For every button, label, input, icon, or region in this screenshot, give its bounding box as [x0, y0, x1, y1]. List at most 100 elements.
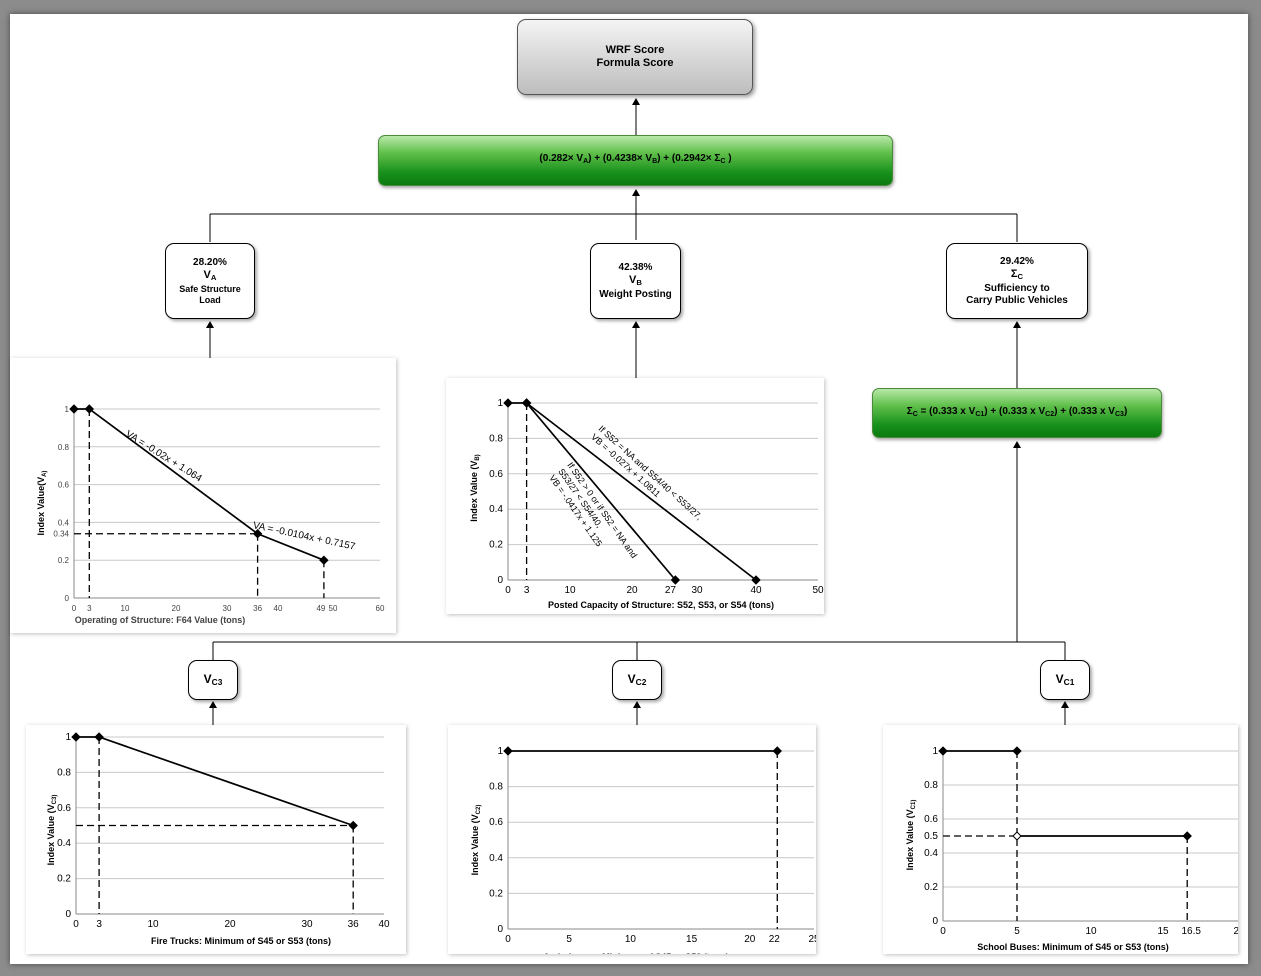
sigma-c-weight-box: 29.42% ΣC Sufficiency to Carry Public Ve… [946, 243, 1088, 319]
x-axis-label: Operating of Structure: F64 Value (tons) [75, 615, 246, 625]
y-tick-label: 0.8 [489, 433, 503, 444]
vb-chart-panel: 0 0.2 0.4 0.6 0.8 1 0 3 10 20 27 30 40 50 Posted Capac… [446, 378, 824, 614]
y-tick-label: 0.5 [924, 831, 938, 842]
vc1-box: VC1 [1040, 660, 1090, 700]
y-tick-label: 0.4 [58, 518, 70, 527]
x-tick-label: 5 [566, 934, 572, 945]
data-point [521, 398, 532, 408]
x-tick-label: 15 [1157, 926, 1169, 937]
y-tick-label: 0.8 [489, 782, 503, 793]
y-tick-label: 0 [65, 594, 70, 603]
y-tick-label: 0.4 [924, 848, 938, 859]
x-tick-label: 20 [626, 585, 638, 596]
x-tick-label: 49 [316, 604, 325, 613]
va-equation-1: VA = -0.02x + 1.064 [123, 429, 204, 485]
va-chart-panel: 0 0.2 0.34 0.4 0.6 0.8 1 0 3 10 20 30 36 40 49 50 60 Oper… [10, 358, 396, 633]
x-axis-label: School Buses: Minimum of S45 or S53 (ton… [977, 942, 1169, 952]
x-tick-label: 3 [87, 604, 92, 613]
x-tick-label: 3 [524, 585, 530, 596]
sigma-formula-text: ΣC = (0.333 x VC1) + (0.333 x VC2) + (0.… [906, 405, 1128, 418]
data-point [503, 398, 513, 408]
x-tick-label: 0 [940, 926, 946, 937]
y-tick-label: 1 [497, 746, 503, 757]
y-tick-label: 1 [932, 746, 938, 757]
vb-weight-box: 42.38% VB Weight Posting [590, 243, 681, 319]
x-tick-label: 30 [223, 604, 232, 613]
y-tick-label: 0 [497, 924, 503, 935]
x-tick-label: 27 [665, 585, 677, 596]
vc3-chart-panel: 0 0.2 0.4 0.6 0.8 1 0 3 10 20 30 36 40 Fire Trucks: M… [26, 725, 406, 954]
data-point [938, 746, 948, 756]
vb-symbol: VB [629, 273, 642, 287]
y-axis-label: Index Value(VA) [36, 471, 48, 536]
x-tick-label: 5 [1014, 926, 1020, 937]
va-percent: 28.20% [193, 256, 227, 268]
y-tick-label: 0.2 [489, 540, 503, 551]
main-formula-box: (0.282× VA) + (0.4238× VB) + (0.2942× ΣC… [378, 135, 893, 186]
y-tick-label: 0.4 [489, 504, 503, 515]
x-tick-label: 50 [329, 604, 338, 613]
va-weight-box: 28.20% VA Safe Structure Load [165, 243, 255, 319]
data-point [670, 575, 681, 585]
sigma-c-label-2: Carry Public Vehicles [966, 294, 1068, 306]
data-point [319, 555, 329, 565]
x-tick-label: 20 [744, 934, 756, 945]
data-point [69, 404, 79, 414]
va-label-1: Safe Structure [179, 283, 241, 294]
series-line [74, 408, 325, 561]
va-equation-2: VA = -0.0104x + 0.7157 [252, 520, 357, 553]
x-tick-label: 50 [812, 585, 824, 596]
va-label-2: Load [199, 294, 221, 305]
y-tick-label: 0.6 [489, 817, 503, 828]
y-axis-label: Index Value (VB) [469, 454, 481, 521]
vc1-symbol: VC1 [1055, 671, 1075, 687]
vc3-box: VC3 [188, 660, 238, 700]
main-formula-text: (0.282× VA) + (0.4238× VB) + (0.2942× ΣC… [539, 153, 732, 165]
x-tick-label: 10 [147, 919, 159, 930]
vc3-symbol: VC3 [203, 671, 223, 687]
x-tick-label: 3 [96, 919, 102, 930]
sigma-c-symbol: ΣC [1010, 267, 1024, 281]
x-tick-label: 25 [808, 934, 816, 945]
vb-equation-1-line-2: VB = -0.027x + 1.0811 [589, 432, 662, 499]
x-tick-label: 60 [376, 604, 385, 613]
x-tick-label: 30 [691, 585, 703, 596]
y-tick-label: 0.6 [924, 814, 938, 825]
data-point [1012, 746, 1022, 756]
vc2-chart-panel: 00.20.40.60.81051015202225Ambulances: Mi… [448, 725, 816, 954]
y-tick-label: 1 [65, 732, 71, 743]
series-line [76, 736, 354, 827]
x-tick-label: 20 [172, 604, 181, 613]
wrf-score-title: WRF Score [605, 44, 665, 56]
va-chart: 00.20.340.40.60.810 3 10 20 30 36 40 49 50 60Oper… [36, 404, 385, 625]
x-tick-label: 0 [505, 934, 511, 945]
data-point [348, 820, 358, 831]
y-tick-label: 0.8 [58, 443, 70, 452]
data-point [751, 575, 761, 585]
sigma-c-percent: 29.42% [1000, 255, 1034, 267]
x-tick-label: 22 [769, 934, 781, 945]
data-point [71, 732, 81, 742]
y-tick-label: 0.4 [489, 853, 503, 864]
sigma-c-label-1: Sufficiency to [984, 282, 1050, 294]
y-tick-label: 0.2 [489, 888, 503, 899]
y-tick-label: 0.2 [58, 556, 70, 565]
x-tick-label: 16.5 [1181, 926, 1201, 937]
data-point [772, 746, 782, 756]
x-tick-label: 0 [73, 919, 79, 930]
connector-lines [206, 98, 1069, 725]
y-tick-label: 1 [497, 398, 503, 409]
x-tick-label: 30 [301, 919, 313, 930]
y-tick-label: 0 [65, 909, 71, 920]
y-tick-label: 0.6 [58, 481, 70, 490]
x-tick-label: 15 [686, 934, 698, 945]
y-tick-label: 0.6 [489, 469, 503, 480]
sigma-formula-box: ΣC = (0.333 x VC1) + (0.333 x VC2) + (0.… [872, 388, 1162, 438]
x-tick-label: 40 [378, 919, 390, 930]
y-axis-label: Index Value (VC1) [905, 800, 917, 871]
x-tick-label: 40 [750, 585, 762, 596]
y-axis-label: Index Value (VC2) [470, 805, 482, 876]
